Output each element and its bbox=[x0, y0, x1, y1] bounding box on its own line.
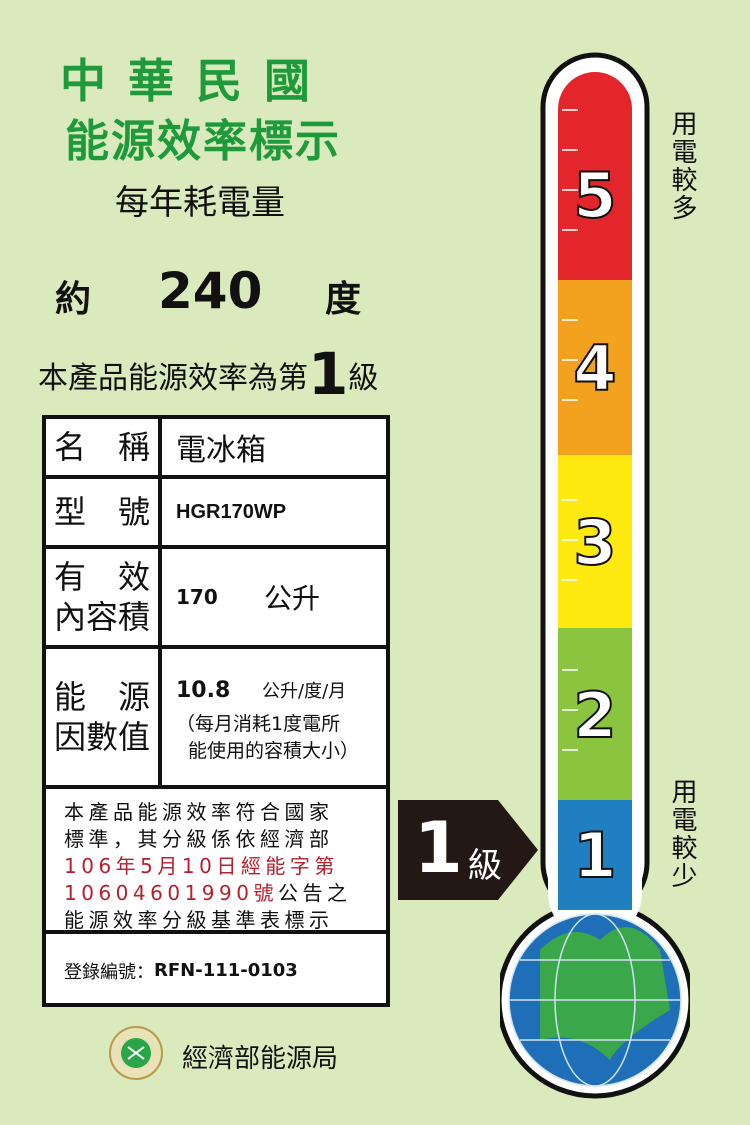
notice-line: 標準，其分級係依經濟部 bbox=[64, 827, 334, 851]
capacity-value: 170 公升 bbox=[170, 549, 386, 645]
subtitle: 每年耗電量 bbox=[115, 183, 285, 223]
factor-note-1: （每月消耗1度電所 bbox=[176, 713, 341, 735]
factor-label-2: 因數值 bbox=[54, 718, 151, 756]
capacity-label-2: 內容積 bbox=[54, 598, 151, 636]
title-line2: 能源效率標示 bbox=[65, 116, 341, 167]
info-table: 名 稱 電冰箱 型 號 HGR170WP 有 效內容積 170 公升 能 源因數值… bbox=[42, 415, 390, 1007]
notice-line: 10604601990號公告之 bbox=[64, 880, 386, 907]
title-line1: 中華民國 bbox=[60, 54, 332, 108]
grade-text: 本產品能源效率為第 bbox=[38, 361, 308, 396]
capacity-number: 170 bbox=[176, 585, 218, 609]
notice-line: 能源效率分級基準表標示 bbox=[64, 908, 334, 932]
arrow-unit: 級 bbox=[468, 846, 502, 886]
arrow-grade: 1 bbox=[414, 807, 463, 889]
grade-arrow: 1 級 bbox=[398, 800, 548, 900]
factor-unit: 公升/度/月 bbox=[262, 681, 347, 702]
row-model: 型 號 HGR170WP bbox=[46, 479, 386, 549]
registration-value: RFN-111-0103 bbox=[154, 960, 298, 981]
factor-label-1: 能 源 bbox=[54, 678, 151, 716]
more-power-label: 用電較多 bbox=[667, 110, 697, 222]
model-value: HGR170WP bbox=[176, 500, 287, 523]
registration-label: 登錄編號： bbox=[64, 961, 154, 983]
less-power-label: 用電較少 bbox=[667, 778, 697, 890]
level-2-number: 2 bbox=[572, 679, 617, 753]
consumption-value: 240 bbox=[158, 262, 263, 320]
notice-line: 106年5月10日經能字第 bbox=[64, 854, 339, 878]
capacity-label: 有 效內容積 bbox=[46, 549, 162, 645]
capacity-unit: 公升 bbox=[264, 582, 321, 615]
factor-note-2: 能使用的容積大小） bbox=[188, 740, 360, 762]
notice-text: 公告之 bbox=[277, 881, 352, 905]
grade-unit: 級 bbox=[348, 361, 379, 396]
bureau-logo bbox=[108, 1025, 164, 1085]
row-factor: 能 源因數值 10.8 公升/度/月 （每月消耗1度電所 能使用的容積大小） bbox=[46, 649, 386, 789]
row-capacity: 有 效內容積 170 公升 bbox=[46, 549, 386, 649]
consumption-unit: 度 bbox=[325, 279, 362, 320]
factor-number: 10.8 bbox=[176, 678, 231, 703]
level-4-number: 4 bbox=[572, 332, 617, 406]
agency-name: 經濟部能源局 bbox=[182, 1044, 339, 1074]
row-registration: 登錄編號： RFN-111-0103 bbox=[46, 934, 386, 1007]
capacity-label-1: 有 效 bbox=[54, 558, 151, 596]
level-5-number: 5 bbox=[572, 159, 617, 233]
grade-number: 1 bbox=[308, 340, 349, 408]
level-3-number: 3 bbox=[572, 506, 617, 580]
factor-label: 能 源因數值 bbox=[46, 649, 162, 785]
row-name: 名 稱 電冰箱 bbox=[46, 419, 386, 479]
name-label: 名 稱 bbox=[46, 419, 162, 475]
notice-line: 本產品能源效率符合國家 bbox=[64, 800, 334, 824]
row-notice: 本產品能源效率符合國家 標準，其分級係依經濟部 106年5月10日經能字第 10… bbox=[46, 789, 386, 934]
name-value: 電冰箱 bbox=[176, 433, 266, 468]
level-1-number: 1 bbox=[572, 819, 617, 893]
grade-sentence: 本產品能源效率為第1級 bbox=[38, 340, 378, 408]
factor-value: 10.8 公升/度/月 （每月消耗1度電所 能使用的容積大小） bbox=[170, 649, 386, 785]
thermometer: 5 4 3 2 1 bbox=[500, 50, 690, 1100]
model-label: 型 號 bbox=[46, 479, 162, 545]
notice-number: 10604601990號 bbox=[64, 881, 278, 905]
consumption-prefix: 約 bbox=[55, 279, 92, 320]
